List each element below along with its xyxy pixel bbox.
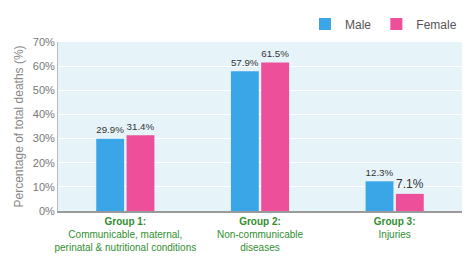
svg-text:50%: 50% bbox=[33, 84, 55, 96]
svg-text:Percentage of total deaths (%): Percentage of total deaths (%) bbox=[12, 45, 26, 207]
svg-text:Male: Male bbox=[345, 18, 371, 32]
svg-text:57.9%: 57.9% bbox=[231, 57, 259, 68]
svg-text:29.9%: 29.9% bbox=[96, 124, 124, 135]
svg-text:61.5%: 61.5% bbox=[261, 48, 289, 59]
svg-text:12.3%: 12.3% bbox=[366, 167, 394, 178]
svg-text:0%: 0% bbox=[39, 205, 55, 217]
svg-text:30%: 30% bbox=[33, 132, 55, 144]
svg-text:31.4%: 31.4% bbox=[127, 121, 155, 132]
svg-text:Group 1:Communicable, maternal: Group 1:Communicable, maternal,perinatal… bbox=[54, 216, 196, 253]
svg-text:10%: 10% bbox=[33, 181, 55, 193]
svg-text:60%: 60% bbox=[33, 60, 55, 72]
svg-text:20%: 20% bbox=[33, 157, 55, 169]
svg-text:7.1%: 7.1% bbox=[396, 177, 424, 191]
svg-text:Group 3:Injuries: Group 3:Injuries bbox=[374, 216, 416, 240]
svg-text:40%: 40% bbox=[33, 108, 55, 120]
svg-text:70%: 70% bbox=[33, 36, 55, 48]
svg-text:Female: Female bbox=[416, 18, 456, 32]
svg-text:Group 2:Non-communicablediseas: Group 2:Non-communicablediseases bbox=[217, 216, 304, 253]
